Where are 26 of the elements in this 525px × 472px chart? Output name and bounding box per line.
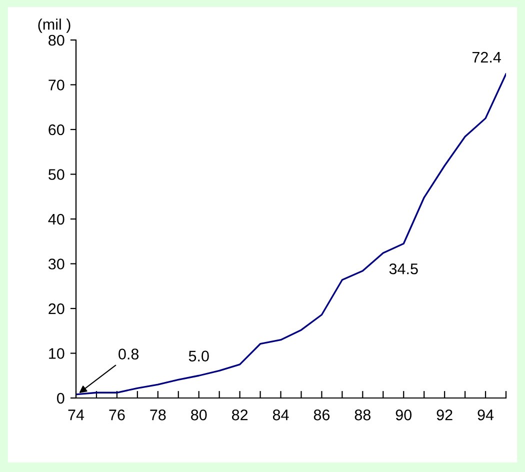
annotation: 72.4: [472, 52, 501, 63]
y-tick-label: 60: [48, 124, 64, 136]
y-tick-label: 10: [49, 348, 64, 359]
x-tick-label: 86: [314, 410, 330, 420]
x-tick-label: 84: [272, 410, 289, 420]
x-tick-label: 94: [478, 410, 494, 420]
y-tick-label: 70: [48, 80, 64, 90]
x-tick-label: 88: [354, 410, 370, 420]
y-tick-label: 30: [48, 258, 64, 270]
x-tick-label: 90: [396, 410, 412, 420]
annotation: 34.5: [389, 263, 418, 274]
y-tick-label: 20: [48, 303, 64, 314]
annotation: 0.8: [118, 348, 139, 360]
y-tick-label: 0: [56, 392, 64, 404]
x-tick-label: 82: [232, 410, 248, 420]
y-tick-label: 50: [48, 169, 64, 180]
y-tick-label: 80: [48, 34, 64, 46]
x-tick-label: 92: [436, 410, 452, 420]
x-tick-label: 80: [191, 410, 207, 420]
y-tick-label: 40: [48, 214, 64, 225]
x-tick-label: 78: [150, 410, 166, 420]
x-tick-label: 74: [68, 410, 84, 420]
y-axis-title: (mil ): [38, 18, 70, 33]
line-series: [76, 73, 506, 396]
x-tick-label: 76: [109, 410, 125, 420]
annotation: 5.0: [188, 350, 209, 362]
